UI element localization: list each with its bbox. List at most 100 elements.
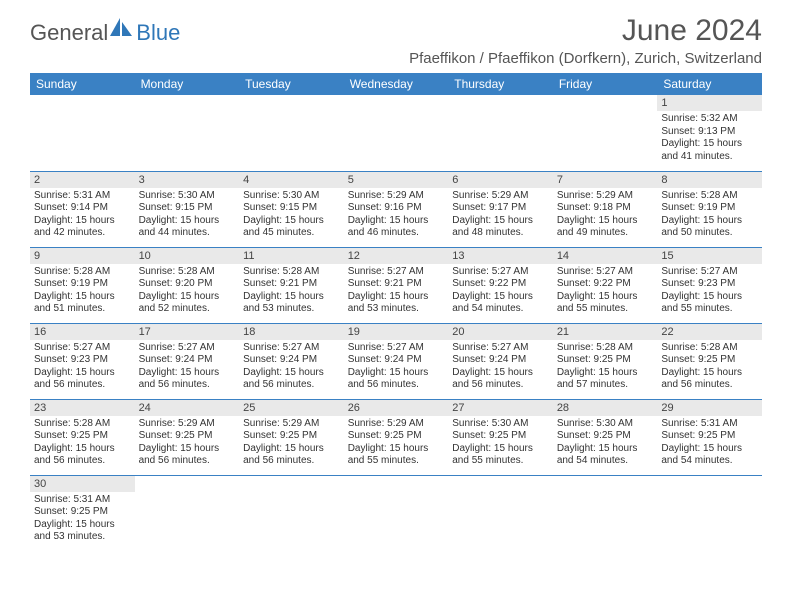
day-info: Sunrise: 5:31 AMSunset: 9:25 PMDaylight:… [30, 492, 135, 548]
calendar-cell: 1Sunrise: 5:32 AMSunset: 9:13 PMDaylight… [657, 95, 762, 171]
daylight-line: Daylight: 15 hours and 52 minutes. [139, 291, 236, 316]
sunset-line: Sunset: 9:23 PM [34, 354, 131, 367]
calendar-cell [344, 475, 449, 551]
calendar-cell: 25Sunrise: 5:29 AMSunset: 9:25 PMDayligh… [239, 399, 344, 475]
day-info: Sunrise: 5:30 AMSunset: 9:15 PMDaylight:… [239, 188, 344, 244]
daylight-line: Daylight: 15 hours and 56 minutes. [348, 367, 445, 392]
sunrise-line: Sunrise: 5:27 AM [243, 342, 340, 355]
calendar-cell: 21Sunrise: 5:28 AMSunset: 9:25 PMDayligh… [553, 323, 658, 399]
day-number: 6 [448, 172, 553, 188]
sunset-line: Sunset: 9:24 PM [348, 354, 445, 367]
sunrise-line: Sunrise: 5:28 AM [34, 418, 131, 431]
weekday-header: Tuesday [239, 73, 344, 95]
day-number: 29 [657, 400, 762, 416]
daylight-line: Daylight: 15 hours and 42 minutes. [34, 215, 131, 240]
calendar-cell: 5Sunrise: 5:29 AMSunset: 9:16 PMDaylight… [344, 171, 449, 247]
daylight-line: Daylight: 15 hours and 55 minutes. [348, 443, 445, 468]
calendar-cell: 12Sunrise: 5:27 AMSunset: 9:21 PMDayligh… [344, 247, 449, 323]
sunrise-line: Sunrise: 5:27 AM [348, 266, 445, 279]
calendar-cell: 28Sunrise: 5:30 AMSunset: 9:25 PMDayligh… [553, 399, 658, 475]
calendar-cell: 30Sunrise: 5:31 AMSunset: 9:25 PMDayligh… [30, 475, 135, 551]
daylight-line: Daylight: 15 hours and 56 minutes. [243, 443, 340, 468]
daylight-line: Daylight: 15 hours and 56 minutes. [34, 367, 131, 392]
day-info: Sunrise: 5:29 AMSunset: 9:16 PMDaylight:… [344, 188, 449, 244]
calendar-cell: 13Sunrise: 5:27 AMSunset: 9:22 PMDayligh… [448, 247, 553, 323]
calendar-cell: 22Sunrise: 5:28 AMSunset: 9:25 PMDayligh… [657, 323, 762, 399]
day-number: 27 [448, 400, 553, 416]
weekday-header: Wednesday [344, 73, 449, 95]
day-info: Sunrise: 5:30 AMSunset: 9:25 PMDaylight:… [553, 416, 658, 472]
month-title: June 2024 [409, 14, 762, 48]
calendar-cell: 3Sunrise: 5:30 AMSunset: 9:15 PMDaylight… [135, 171, 240, 247]
sunset-line: Sunset: 9:22 PM [557, 278, 654, 291]
daylight-line: Daylight: 15 hours and 41 minutes. [661, 138, 758, 163]
calendar-cell [344, 95, 449, 171]
day-info: Sunrise: 5:27 AMSunset: 9:24 PMDaylight:… [344, 340, 449, 396]
calendar-cell: 20Sunrise: 5:27 AMSunset: 9:24 PMDayligh… [448, 323, 553, 399]
sunset-line: Sunset: 9:25 PM [139, 430, 236, 443]
sunrise-line: Sunrise: 5:28 AM [661, 190, 758, 203]
calendar-cell: 26Sunrise: 5:29 AMSunset: 9:25 PMDayligh… [344, 399, 449, 475]
title-block: June 2024 Pfaeffikon / Pfaeffikon (Dorfk… [409, 14, 762, 67]
day-info: Sunrise: 5:28 AMSunset: 9:19 PMDaylight:… [30, 264, 135, 320]
daylight-line: Daylight: 15 hours and 56 minutes. [34, 443, 131, 468]
page-header: General Blue June 2024 Pfaeffikon / Pfae… [30, 14, 762, 67]
calendar-cell: 2Sunrise: 5:31 AMSunset: 9:14 PMDaylight… [30, 171, 135, 247]
sunrise-line: Sunrise: 5:27 AM [557, 266, 654, 279]
sunrise-line: Sunrise: 5:31 AM [34, 190, 131, 203]
sunrise-line: Sunrise: 5:29 AM [557, 190, 654, 203]
day-number: 2 [30, 172, 135, 188]
sunrise-line: Sunrise: 5:27 AM [452, 342, 549, 355]
day-info: Sunrise: 5:27 AMSunset: 9:21 PMDaylight:… [344, 264, 449, 320]
day-number: 5 [344, 172, 449, 188]
day-number: 11 [239, 248, 344, 264]
weekday-header: Sunday [30, 73, 135, 95]
brand-logo: General Blue [30, 20, 180, 46]
calendar-table: Sunday Monday Tuesday Wednesday Thursday… [30, 73, 762, 551]
day-info: Sunrise: 5:30 AMSunset: 9:25 PMDaylight:… [448, 416, 553, 472]
day-info: Sunrise: 5:28 AMSunset: 9:21 PMDaylight:… [239, 264, 344, 320]
daylight-line: Daylight: 15 hours and 56 minutes. [243, 367, 340, 392]
day-number: 24 [135, 400, 240, 416]
calendar-cell: 6Sunrise: 5:29 AMSunset: 9:17 PMDaylight… [448, 171, 553, 247]
sunrise-line: Sunrise: 5:28 AM [661, 342, 758, 355]
daylight-line: Daylight: 15 hours and 53 minutes. [243, 291, 340, 316]
sunrise-line: Sunrise: 5:29 AM [452, 190, 549, 203]
day-number: 18 [239, 324, 344, 340]
daylight-line: Daylight: 15 hours and 56 minutes. [139, 443, 236, 468]
sunset-line: Sunset: 9:25 PM [34, 430, 131, 443]
brand-text-part2: Blue [136, 20, 180, 46]
daylight-line: Daylight: 15 hours and 45 minutes. [243, 215, 340, 240]
day-number: 4 [239, 172, 344, 188]
day-number: 13 [448, 248, 553, 264]
day-number: 14 [553, 248, 658, 264]
calendar-cell: 10Sunrise: 5:28 AMSunset: 9:20 PMDayligh… [135, 247, 240, 323]
calendar-cell: 29Sunrise: 5:31 AMSunset: 9:25 PMDayligh… [657, 399, 762, 475]
daylight-line: Daylight: 15 hours and 54 minutes. [557, 443, 654, 468]
daylight-line: Daylight: 15 hours and 48 minutes. [452, 215, 549, 240]
day-info: Sunrise: 5:27 AMSunset: 9:23 PMDaylight:… [30, 340, 135, 396]
daylight-line: Daylight: 15 hours and 49 minutes. [557, 215, 654, 240]
daylight-line: Daylight: 15 hours and 56 minutes. [452, 367, 549, 392]
calendar-cell: 8Sunrise: 5:28 AMSunset: 9:19 PMDaylight… [657, 171, 762, 247]
sunset-line: Sunset: 9:24 PM [452, 354, 549, 367]
daylight-line: Daylight: 15 hours and 46 minutes. [348, 215, 445, 240]
sunset-line: Sunset: 9:21 PM [243, 278, 340, 291]
daylight-line: Daylight: 15 hours and 54 minutes. [452, 291, 549, 316]
calendar-body: 1Sunrise: 5:32 AMSunset: 9:13 PMDaylight… [30, 95, 762, 551]
day-info: Sunrise: 5:29 AMSunset: 9:25 PMDaylight:… [344, 416, 449, 472]
calendar-cell [135, 95, 240, 171]
day-info: Sunrise: 5:32 AMSunset: 9:13 PMDaylight:… [657, 111, 762, 167]
sunset-line: Sunset: 9:23 PM [661, 278, 758, 291]
sunrise-line: Sunrise: 5:29 AM [243, 418, 340, 431]
day-info: Sunrise: 5:28 AMSunset: 9:25 PMDaylight:… [657, 340, 762, 396]
day-info: Sunrise: 5:28 AMSunset: 9:25 PMDaylight:… [30, 416, 135, 472]
sunrise-line: Sunrise: 5:30 AM [557, 418, 654, 431]
day-info: Sunrise: 5:29 AMSunset: 9:17 PMDaylight:… [448, 188, 553, 244]
sunrise-line: Sunrise: 5:30 AM [243, 190, 340, 203]
sunrise-line: Sunrise: 5:30 AM [139, 190, 236, 203]
daylight-line: Daylight: 15 hours and 53 minutes. [348, 291, 445, 316]
sunset-line: Sunset: 9:25 PM [348, 430, 445, 443]
sunrise-line: Sunrise: 5:28 AM [557, 342, 654, 355]
calendar-cell [30, 95, 135, 171]
